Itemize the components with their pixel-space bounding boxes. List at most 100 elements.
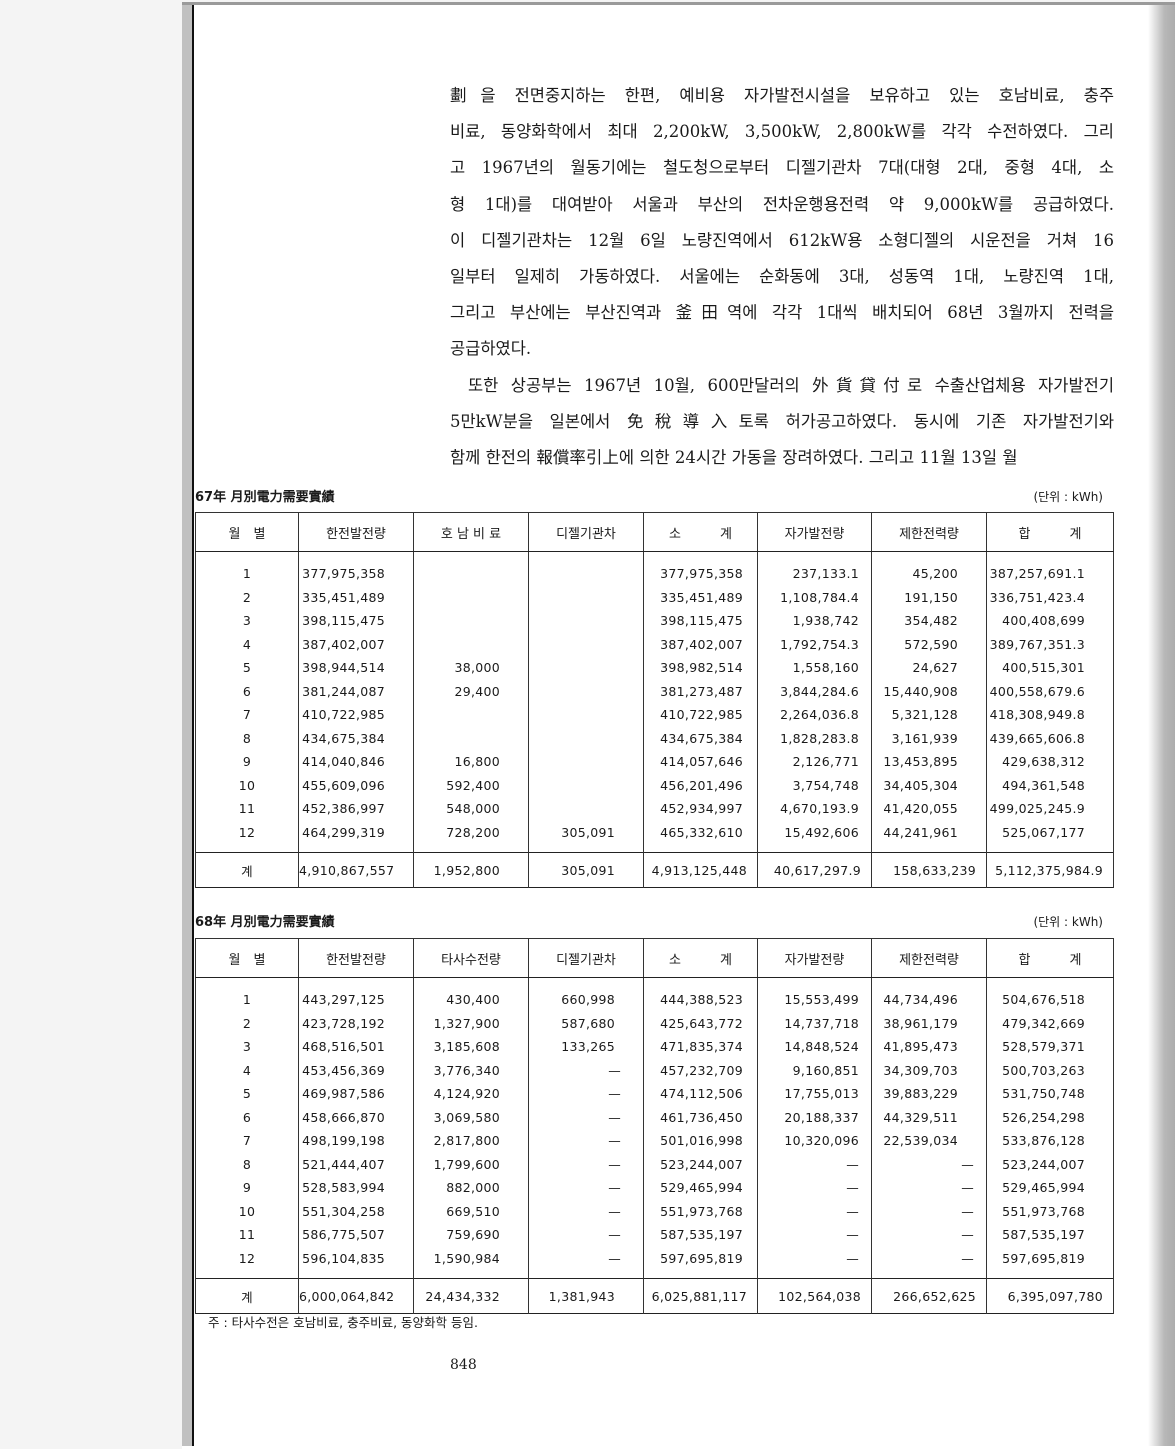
value-cell: 528,583,994 (298, 1176, 414, 1200)
value-cell: 592,400 (413, 773, 529, 797)
value-cell (528, 797, 644, 821)
total-row: 계 6,000,064,842 24,434,332 1,381,943 6,025,8… (195, 1278, 1114, 1314)
value-cell: 1,799,600 (413, 1152, 529, 1176)
total-cell: 4,913,125,448 (643, 852, 758, 888)
total-row: 계 4,910,867,557 1,952,800 305,091 4,913,125,… (195, 852, 1114, 888)
value-cell: 468,516,501 (298, 1035, 414, 1059)
table-row: 8 521,444,407 1,799,600—523,244,007— —523,2… (195, 1152, 1114, 1176)
value-cell: 4,670,193.9 (757, 797, 872, 821)
column-header: 월 별 (195, 512, 299, 552)
value-cell: 14,737,718 (757, 1011, 872, 1035)
page-spine (182, 5, 194, 1446)
value-cell: 469,987,586 (298, 1082, 414, 1106)
table-row: 7 498,199,198 2,817,800—501,016,998 10,320,… (195, 1129, 1114, 1153)
table-row: 12 596,104,835 1,590,984—597,695,819— —597,… (195, 1246, 1114, 1279)
value-cell: 133,265 (528, 1035, 644, 1059)
table-row: 3 468,516,501 3,185,608 133,265 471,835,374 1… (195, 1035, 1114, 1059)
table-row: 3 398,115,475 398,115,475 1,938,742 354,482 4… (195, 609, 1114, 633)
table-1967-unit: (단위 : kWh) (1033, 490, 1103, 504)
value-cell: 455,609,096 (298, 773, 414, 797)
value-cell: 1,938,742 (757, 609, 872, 633)
value-cell (413, 703, 529, 727)
value-cell (528, 632, 644, 656)
value-cell: 14,848,524 (757, 1035, 872, 1059)
value-cell: 529,465,994 (986, 1176, 1114, 1200)
value-cell: — (528, 1199, 644, 1223)
value-cell: 336,751,423.4 (986, 585, 1114, 609)
value-cell: 597,695,819 (643, 1246, 758, 1279)
value-cell: 660,998 (528, 977, 644, 1012)
value-cell: 443,297,125 (298, 977, 414, 1012)
column-header: 타사수전량 (413, 938, 529, 978)
total-cell: 1,952,800 (413, 852, 529, 888)
value-cell: 439,665,606.8 (986, 726, 1114, 750)
month-cell: 5 (195, 656, 299, 680)
value-cell: 39,883,229 (871, 1082, 987, 1106)
month-cell: 3 (195, 609, 299, 633)
table-row: 11 586,775,507 759,690—587,535,197— —587,53… (195, 1223, 1114, 1247)
value-cell: 464,299,319 (298, 820, 414, 853)
text-line: 비료, 동양화학에서 최대 2,200kW, 3,500kW, 2,800kW를… (450, 122, 1114, 142)
value-cell: 434,675,384 (298, 726, 414, 750)
column-header: 소 계 (643, 512, 758, 552)
month-cell: 6 (195, 679, 299, 703)
value-cell: 586,775,507 (298, 1223, 414, 1247)
value-cell: 335,451,489 (643, 585, 758, 609)
value-cell: 38,000 (413, 656, 529, 680)
value-cell: 452,386,997 (298, 797, 414, 821)
value-cell: 15,553,499 (757, 977, 872, 1012)
value-cell: 44,734,496 (871, 977, 987, 1012)
value-cell: 1,108,784.4 (757, 585, 872, 609)
header-row: 월 별 한전발전량 타사수전량 디젤기관차 소 계 자가발전량 제한전력량 합 계 (195, 938, 1114, 978)
value-cell: 29,400 (413, 679, 529, 703)
value-cell: 548,000 (413, 797, 529, 821)
text-line: 5만kW분을 일본에서 免稅導入토록 허가공고하였다. 동시에 기존 자가발전기… (450, 411, 1114, 431)
value-cell: 423,728,192 (298, 1011, 414, 1035)
value-cell: 17,755,013 (757, 1082, 872, 1106)
value-cell: 41,420,055 (871, 797, 987, 821)
month-cell: 10 (195, 773, 299, 797)
month-cell: 4 (195, 632, 299, 656)
total-cell: 158,633,239 (871, 852, 987, 888)
text-line: 또한 상공부는 1967년 10월, 600만달러의 外貨貸付로 수출산업체용 … (468, 375, 1114, 395)
value-cell: 1,327,900 (413, 1011, 529, 1035)
column-header: 디젤기관차 (528, 938, 644, 978)
value-cell: 377,975,358 (643, 551, 758, 586)
total-cell: 24,434,332 (413, 1278, 529, 1314)
value-cell: 377,975,358 (298, 551, 414, 586)
value-cell: 528,579,371 (986, 1035, 1114, 1059)
table-row: 2 423,728,192 1,327,900 587,680 425,643,772 1… (195, 1011, 1114, 1035)
body-paragraph: 劃을 전면중지하는 한편, 예비용 자가발전시설을 보유하고 있는 호남비료, … (450, 78, 1114, 476)
value-cell: 335,451,489 (298, 585, 414, 609)
value-cell: 3,754,748 (757, 773, 872, 797)
value-cell: 587,680 (528, 1011, 644, 1035)
month-cell: 2 (195, 585, 299, 609)
column-header: 제한전력량 (871, 512, 987, 552)
month-cell: 1 (195, 551, 299, 586)
value-cell: 526,254,298 (986, 1105, 1114, 1129)
value-cell: 523,244,007 (986, 1152, 1114, 1176)
table-row: 5 398,944,514 38,000 398,982,514 1,558,160 24… (195, 656, 1114, 680)
value-cell: 494,361,548 (986, 773, 1114, 797)
value-cell (413, 609, 529, 633)
text-line: 함께 한전의 報償率引上에 의한 24시간 가동을 장려하였다. 그리고 11월… (450, 448, 1018, 468)
table-row: 5 469,987,586 4,124,920—474,112,506 17,755,… (195, 1082, 1114, 1106)
value-cell: 430,400 (413, 977, 529, 1012)
month-cell: 8 (195, 1152, 299, 1176)
total-cell: 6,395,097,780 (986, 1278, 1114, 1314)
total-cell: 102,564,038 (757, 1278, 872, 1314)
column-header: 한전발전량 (298, 512, 414, 552)
total-cell: 266,652,625 (871, 1278, 987, 1314)
column-header: 자가발전량 (757, 938, 872, 978)
value-cell: 587,535,197 (986, 1223, 1114, 1247)
total-cell: 6,025,881,117 (643, 1278, 758, 1314)
value-cell: 1,828,283.8 (757, 726, 872, 750)
value-cell: 461,736,450 (643, 1105, 758, 1129)
value-cell (413, 632, 529, 656)
value-cell: 414,040,846 (298, 750, 414, 774)
value-cell: 587,535,197 (643, 1223, 758, 1247)
value-cell: 24,627 (871, 656, 987, 680)
month-cell: 1 (195, 977, 299, 1012)
table-footnote: 주 : 타사수전은 호남비료, 충주비료, 동양화학 등임. (208, 1315, 478, 1330)
column-header: 자가발전량 (757, 512, 872, 552)
